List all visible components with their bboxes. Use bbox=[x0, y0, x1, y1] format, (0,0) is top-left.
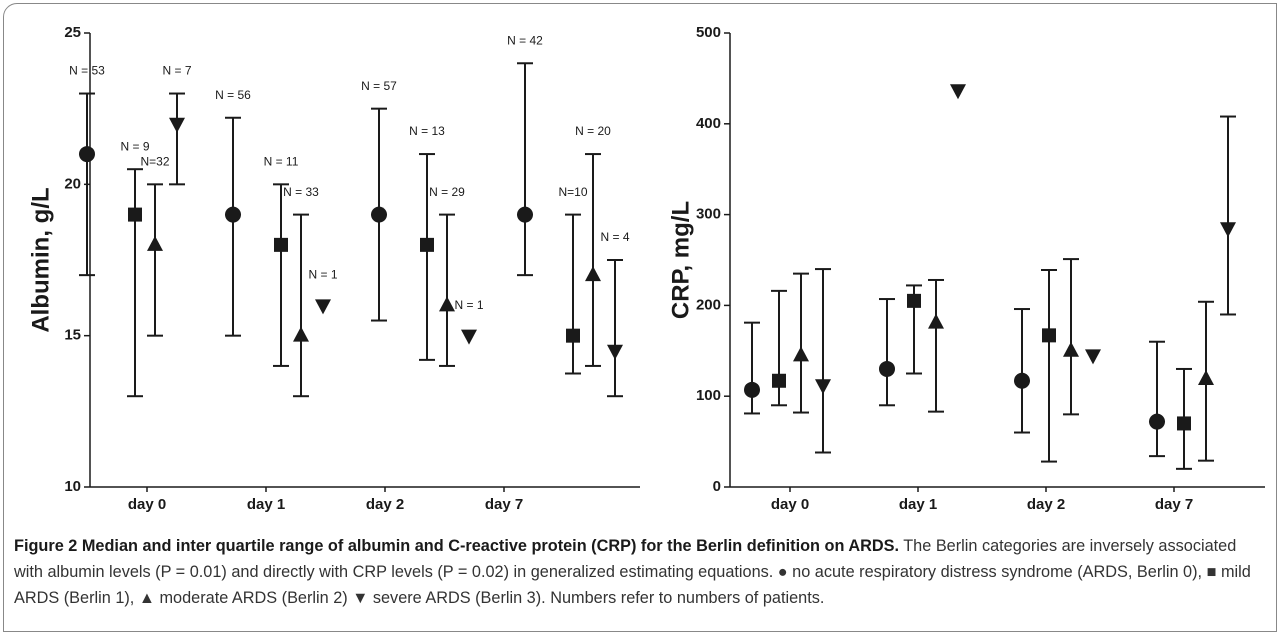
marker-triangle-up bbox=[1063, 341, 1079, 357]
marker-circle bbox=[225, 206, 241, 223]
marker-triangle-down bbox=[1085, 349, 1101, 365]
figure-frame bbox=[3, 3, 1277, 632]
x-tick-label: day 1 bbox=[247, 496, 285, 513]
chart: 10 15 20 25 Albumin, g/L day 0 day 1 day 2 day 7… bbox=[27, 24, 1265, 513]
marker-circle bbox=[1149, 413, 1165, 430]
marker-square bbox=[420, 237, 434, 252]
marker-triangle-up bbox=[928, 313, 944, 329]
marker-circle bbox=[1014, 372, 1030, 389]
marker-triangle-down bbox=[315, 299, 331, 315]
caption: Figure 2 Median and inter quartile range… bbox=[14, 533, 1269, 611]
y-tick-label: 100 bbox=[696, 387, 721, 404]
marker-square bbox=[1177, 416, 1191, 431]
y-tick-label: 10 bbox=[64, 478, 81, 495]
caption-title: Figure 2 Median and inter quartile range… bbox=[14, 537, 899, 555]
x-tick-label: day 2 bbox=[366, 496, 404, 513]
x-tick-label: day 7 bbox=[1155, 496, 1193, 513]
n-label: N = 1 bbox=[454, 298, 483, 312]
x-tick-label: day 0 bbox=[771, 496, 809, 513]
marker-square bbox=[274, 237, 288, 252]
marker-triangle-down bbox=[1220, 222, 1236, 238]
marker-circle bbox=[371, 206, 387, 223]
marker-square bbox=[128, 207, 142, 222]
marker-circle bbox=[79, 146, 95, 163]
y-axis-title: CRP, mg/L bbox=[667, 201, 694, 319]
marker-triangle-up bbox=[293, 326, 309, 342]
marker-triangle-down bbox=[169, 117, 185, 133]
marker-triangle-up bbox=[1198, 369, 1214, 385]
n-label: N = 1 bbox=[308, 268, 337, 282]
marker-square bbox=[907, 293, 921, 308]
x-tick-label: day 1 bbox=[899, 496, 937, 513]
n-label: N = 4 bbox=[600, 230, 629, 244]
n-label: N = 56 bbox=[215, 88, 251, 102]
x-tick-label: day 7 bbox=[485, 496, 523, 513]
n-label: N = 57 bbox=[361, 79, 397, 93]
y-tick-label: 15 bbox=[64, 327, 81, 344]
marker-triangle-up bbox=[585, 266, 601, 282]
y-tick-label: 25 bbox=[64, 24, 81, 41]
y-tick-label: 500 bbox=[696, 24, 721, 41]
n-label: N = 29 bbox=[429, 185, 465, 199]
n-label: N = 53 bbox=[69, 64, 105, 78]
marker-circle bbox=[879, 360, 895, 377]
y-tick-label: 200 bbox=[696, 296, 721, 313]
caption-text: The Berlin categories are inversely asso… bbox=[14, 537, 1251, 607]
n-label: N = 9 bbox=[120, 139, 149, 153]
x-tick-label: day 0 bbox=[128, 496, 166, 513]
n-label: N = 7 bbox=[162, 64, 191, 78]
marker-triangle-up bbox=[793, 346, 809, 362]
n-label: N = 11 bbox=[264, 155, 299, 169]
n-label: N = 33 bbox=[283, 185, 319, 199]
x-tick-label: day 2 bbox=[1027, 496, 1065, 513]
n-label: N=10 bbox=[558, 185, 587, 199]
y-tick-label: 300 bbox=[696, 206, 721, 223]
n-label: N=32 bbox=[140, 155, 169, 169]
y-tick-label: 0 bbox=[713, 478, 721, 495]
marker-circle bbox=[517, 206, 533, 223]
y-tick-label: 20 bbox=[64, 175, 81, 192]
marker-triangle-up bbox=[439, 296, 455, 312]
marker-circle bbox=[744, 381, 760, 398]
y-axis-title: Albumin, g/L bbox=[27, 187, 54, 332]
n-label: N = 13 bbox=[409, 124, 445, 138]
marker-square bbox=[566, 328, 580, 343]
n-label: N = 42 bbox=[507, 33, 543, 47]
n-label: N = 20 bbox=[575, 124, 611, 138]
marker-square bbox=[772, 373, 786, 388]
marker-triangle-down bbox=[815, 379, 831, 395]
marker-triangle-up bbox=[147, 235, 163, 251]
marker-triangle-down bbox=[950, 84, 966, 100]
marker-triangle-down bbox=[461, 329, 477, 345]
marker-triangle-down bbox=[607, 344, 623, 360]
y-tick-label: 400 bbox=[696, 115, 721, 132]
marker-square bbox=[1042, 328, 1056, 343]
